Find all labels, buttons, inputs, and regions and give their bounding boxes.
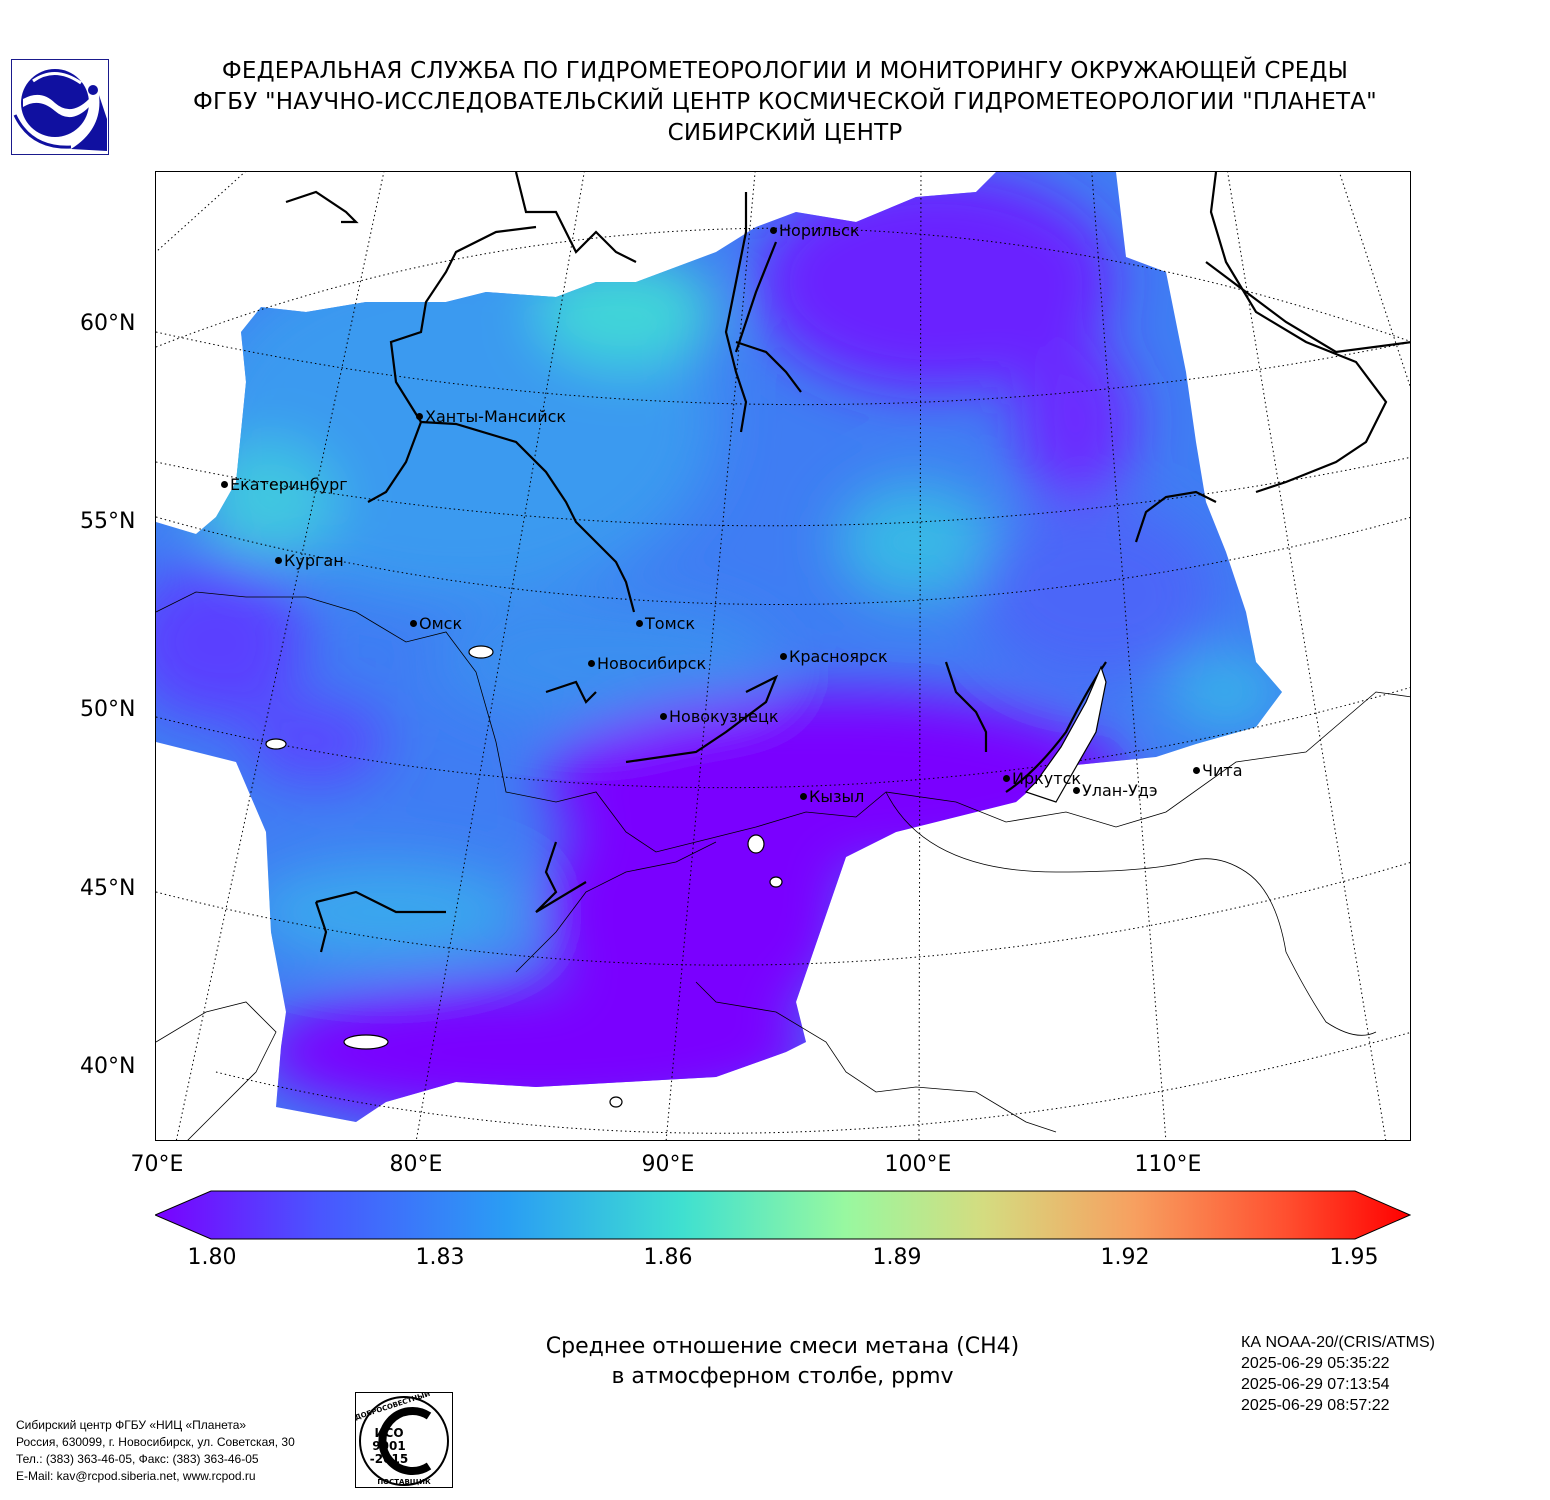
colorbar-tick-1-92: 1.92 [1100, 1245, 1150, 1270]
caption-line-2: в атмосферном столбе, ppmv [611, 1364, 954, 1389]
contact-line: E-Mail: kav@rcpod.siberia.net, www.rcpod… [16, 1469, 256, 1483]
city-kurgan: Курган [275, 551, 344, 570]
map-caption: Среднее отношение смеси метана (CH4) в а… [480, 1332, 1085, 1392]
iso-line-2: 9001 [372, 1439, 405, 1453]
lon-label-90: 90°E [641, 1152, 695, 1177]
city-khanty-mansiysk: Ханты-Мансийск [416, 407, 566, 426]
lakes [265, 645, 1107, 1108]
city-marker-icon [275, 557, 282, 564]
colorbar-gradient [153, 1190, 1412, 1240]
planeta-emblem-icon [11, 59, 109, 155]
map-canvas [156, 172, 1410, 1140]
city-marker-icon [800, 793, 807, 800]
iso-arc-bottom: ПОСТАВЩИК [377, 1478, 431, 1486]
colorbar-tick-1-89: 1.89 [872, 1245, 922, 1270]
city-marker-icon [1193, 767, 1200, 774]
iso-line-3: -2015 [370, 1452, 408, 1466]
colorbar-tick-1-80: 1.80 [187, 1245, 237, 1270]
city-irkutsk: Иркутск [1003, 769, 1081, 788]
city-yekaterinburg: Екатеринбург [221, 475, 348, 494]
city-novosibirsk: Новосибирск [588, 654, 706, 673]
header-line-3: СИБИРСКИЙ ЦЕНТР [667, 120, 903, 146]
city-marker-icon [416, 413, 423, 420]
city-novokuznetsk: Новокузнецк [660, 707, 779, 726]
colorbar-tick-1-86: 1.86 [643, 1245, 693, 1270]
pass-time: 2025-06-29 08:57:22 [1241, 1397, 1390, 1414]
satellite-name: КА NOAA-20/(CRIS/ATMS) [1241, 1334, 1435, 1351]
header-line-2: ФГБУ "НАУЧНО-ИССЛЕДОВАТЕЛЬСКИЙ ЦЕНТР КОС… [193, 89, 1377, 115]
iso-badge: ДОБРОСОВЕСТНЫЙ ИСО 9001 -2015 ПОСТАВЩИК [354, 1389, 453, 1488]
lon-label-110: 110°E [1134, 1152, 1202, 1177]
city-marker-icon [410, 620, 417, 627]
city-norilsk: Норильск [770, 221, 860, 240]
agency-header: ФЕДЕРАЛЬНАЯ СЛУЖБА ПО ГИДРОМЕТЕОРОЛОГИИ … [140, 56, 1430, 149]
graticule [156, 172, 1410, 1140]
city-marker-icon [588, 660, 595, 667]
city-omsk: Омск [410, 614, 462, 633]
city-marker-icon [636, 620, 643, 627]
contact-line: Тел.: (383) 363-46-05, Факс: (383) 363-4… [16, 1452, 259, 1466]
city-krasnoyarsk: Красноярск [780, 647, 888, 666]
lat-label-50: 50°N [80, 697, 136, 722]
iso-line-1: ИСО [374, 1426, 403, 1440]
lat-label-55: 55°N [80, 509, 136, 534]
caption-line-1: Среднее отношение смеси метана (CH4) [545, 1334, 1020, 1359]
colorbar-tick-1-83: 1.83 [415, 1245, 465, 1270]
lon-label-80: 80°E [389, 1152, 443, 1177]
contact-line: Россия, 630099, г. Новосибирск, ул. Сове… [16, 1435, 295, 1449]
header-line-1: ФЕДЕРАЛЬНАЯ СЛУЖБА ПО ГИДРОМЕТЕОРОЛОГИИ … [221, 58, 1349, 84]
satellite-info: КА NOAA-20/(CRIS/ATMS) 2025-06-29 05:35:… [1241, 1332, 1435, 1416]
rivers [285, 172, 1410, 953]
pass-time: 2025-06-29 07:13:54 [1241, 1376, 1390, 1393]
planeta-logo [11, 59, 109, 155]
lat-label-40: 40°N [80, 1054, 136, 1079]
lon-label-100: 100°E [884, 1152, 952, 1177]
city-marker-icon [1003, 775, 1010, 782]
city-marker-icon [660, 713, 667, 720]
colorbar-tick-1-95: 1.95 [1329, 1245, 1379, 1270]
city-marker-icon [1073, 787, 1080, 794]
contact-line: Сибирский центр ФГБУ «НИЦ «Планета» [16, 1418, 247, 1432]
pass-time: 2025-06-29 05:35:22 [1241, 1355, 1390, 1372]
city-kyzyl: Кызыл [800, 787, 864, 806]
methane-map: Норильск Ханты-Мансийск Екатеринбург Кур… [155, 171, 1411, 1141]
city-marker-icon [780, 653, 787, 660]
city-marker-icon [221, 481, 228, 488]
city-ulan-ude: Улан-Удэ [1073, 781, 1158, 800]
lat-label-45: 45°N [80, 876, 136, 901]
city-tomsk: Томск [636, 614, 695, 633]
city-chita: Чита [1193, 761, 1243, 780]
lon-label-70: 70°E [130, 1152, 184, 1177]
city-marker-icon [770, 227, 777, 234]
lat-label-60: 60°N [80, 311, 136, 336]
country-borders [156, 591, 1410, 1140]
colorbar [153, 1190, 1412, 1240]
contact-info: Сибирский центр ФГБУ «НИЦ «Планета» Росс… [16, 1417, 295, 1485]
iso-9001-seal-icon: ДОБРОСОВЕСТНЫЙ ИСО 9001 -2015 ПОСТАВЩИК [354, 1389, 453, 1488]
